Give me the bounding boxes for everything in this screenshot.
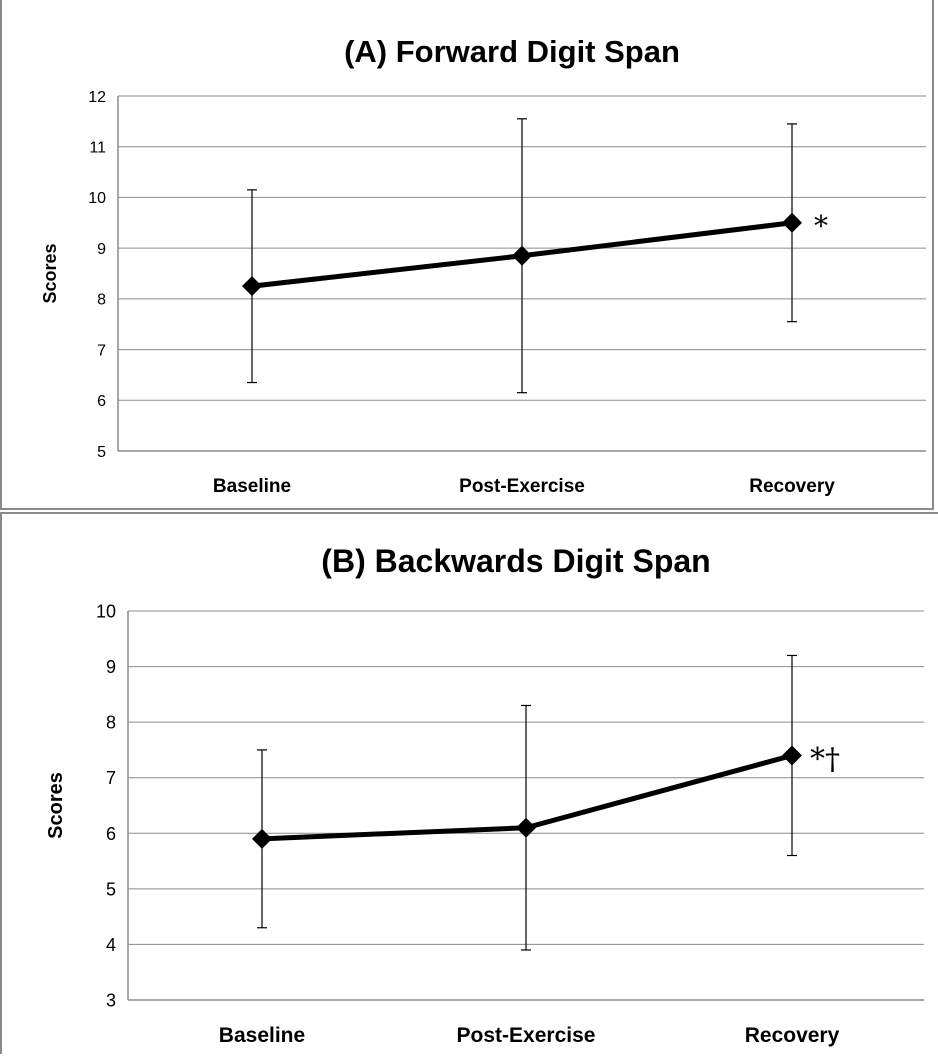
y-tick-label: 5 (106, 879, 116, 899)
data-point-marker (782, 212, 802, 233)
y-tick-label: 9 (106, 657, 116, 677)
y-tick-label: 9 (97, 241, 106, 258)
y-tick-label: 5 (97, 444, 106, 461)
chart-b-svg: (B) Backwards Digit Span 3 4 5 6 7 8 9 10 Scores B… (45, 543, 924, 1047)
data-point-marker (516, 817, 536, 838)
y-tick-label: 6 (97, 393, 106, 410)
x-tick-label: Recovery (749, 476, 835, 497)
y-tick-label: 7 (106, 768, 116, 788)
y-tick-label: 7 (97, 342, 106, 359)
y-tick-label: 10 (88, 190, 106, 207)
data-point-marker (512, 245, 532, 266)
y-tick-label: 8 (97, 292, 106, 309)
x-tick-label: Recovery (745, 1024, 840, 1047)
significance-annotation: * (814, 209, 828, 242)
x-tick-label: Baseline (219, 1024, 305, 1047)
y-tick-label: 3 (106, 990, 116, 1010)
y-axis-label: Scores (45, 772, 67, 839)
chart-title: (A) Forward Digit Span (344, 34, 680, 69)
chart-panel-b: (B) Backwards Digit Span 3 4 5 6 7 8 9 10 Scores B… (0, 512, 938, 1054)
significance-annotation: *† (810, 742, 840, 777)
data-point-marker (242, 276, 262, 297)
x-tick-label: Post-Exercise (459, 476, 585, 497)
y-axis-label: Scores (40, 243, 60, 303)
x-tick-label: Post-Exercise (457, 1024, 596, 1047)
y-tick-label: 12 (88, 89, 106, 106)
y-tick-label: 10 (96, 601, 116, 621)
y-tick-label: 6 (106, 824, 116, 844)
data-point-marker (782, 745, 802, 766)
chart-title: (B) Backwards Digit Span (321, 543, 710, 579)
y-tick-label: 8 (106, 713, 116, 733)
chart-a-svg: (A) Forward Digit Span 5 6 7 8 9 10 11 12 Scores B… (40, 34, 926, 497)
data-point-marker (252, 828, 272, 849)
y-tick-label: 11 (89, 139, 106, 156)
x-tick-label: Baseline (213, 476, 291, 497)
y-tick-label: 4 (106, 935, 116, 955)
chart-panel-a: (A) Forward Digit Span 5 6 7 8 9 10 11 12 Scores B… (0, 0, 934, 510)
